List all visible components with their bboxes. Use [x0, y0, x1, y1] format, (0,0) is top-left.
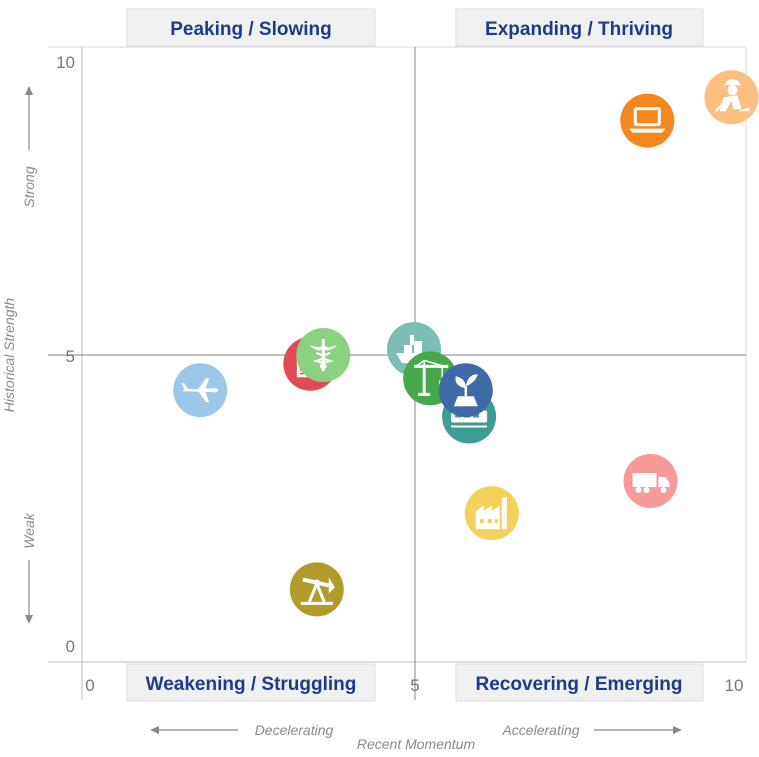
quadrant-label-top-right: Expanding / Thriving: [455, 8, 704, 47]
x-axis-label: Recent Momentum: [357, 736, 476, 752]
y-direction-strong: Strong: [21, 166, 37, 207]
construction-worker-icon: [714, 79, 750, 112]
quadrant-label-bottom-right: Recovering / Emerging: [455, 663, 704, 702]
x-direction-accelerating: Accelerating: [501, 722, 579, 738]
data-point-construction-worker: [704, 70, 759, 125]
quadrant-box-top-right: [455, 8, 704, 47]
quadrant-text-top-right: Expanding / Thriving: [485, 19, 673, 40]
y-down-arrow: [25, 560, 33, 624]
factory-icon: [475, 497, 507, 530]
data-point-plant: [438, 363, 493, 418]
x-right-arrow: [594, 726, 682, 734]
x-tick-0: 0: [85, 676, 94, 695]
crane-icon: [414, 359, 449, 396]
quadrant-text-top-left: Peaking / Slowing: [170, 19, 332, 40]
data-point-caduceus: [296, 328, 351, 382]
x-left-arrow: [150, 726, 238, 734]
oil-pump-icon: [300, 577, 335, 605]
y-tick-5: 5: [66, 347, 75, 366]
y-axis-label: Historical Strength: [1, 298, 17, 413]
quadrant-box-top-left: [126, 8, 376, 47]
data-point-marker: [289, 562, 344, 617]
data-point-factory: [464, 486, 519, 541]
x-tick-10: 10: [725, 676, 744, 695]
data-points: [173, 70, 759, 617]
laptop-icon: [629, 107, 666, 133]
quadrant-box-bottom-right: [455, 663, 704, 702]
caduceus-icon: [309, 339, 338, 371]
data-point-oil-pump: [289, 562, 344, 617]
plant-icon: [453, 374, 478, 407]
x-tick-5: 5: [410, 676, 419, 695]
y-tick-10: 10: [56, 53, 75, 72]
data-point-airplane: [173, 363, 228, 418]
truck-icon: [632, 473, 670, 493]
airplane-icon: [181, 378, 219, 403]
quadrant-text-bottom-right: Recovering / Emerging: [476, 674, 683, 695]
quadrant-text-bottom-left: Weakening / Struggling: [146, 674, 357, 695]
y-up-arrow: [25, 86, 33, 150]
quadrant-box-bottom-left: [126, 663, 376, 702]
quadrant-label-bottom-left: Weakening / Struggling: [126, 663, 376, 702]
y-direction-weak: Weak: [21, 512, 37, 549]
quadrant-label-top-left: Peaking / Slowing: [126, 8, 376, 47]
data-point-marker: [620, 93, 675, 148]
data-point-truck: [623, 454, 678, 508]
data-point-laptop: [620, 93, 675, 148]
x-direction-decelerating: Decelerating: [255, 722, 334, 738]
y-tick-0: 0: [66, 637, 75, 656]
